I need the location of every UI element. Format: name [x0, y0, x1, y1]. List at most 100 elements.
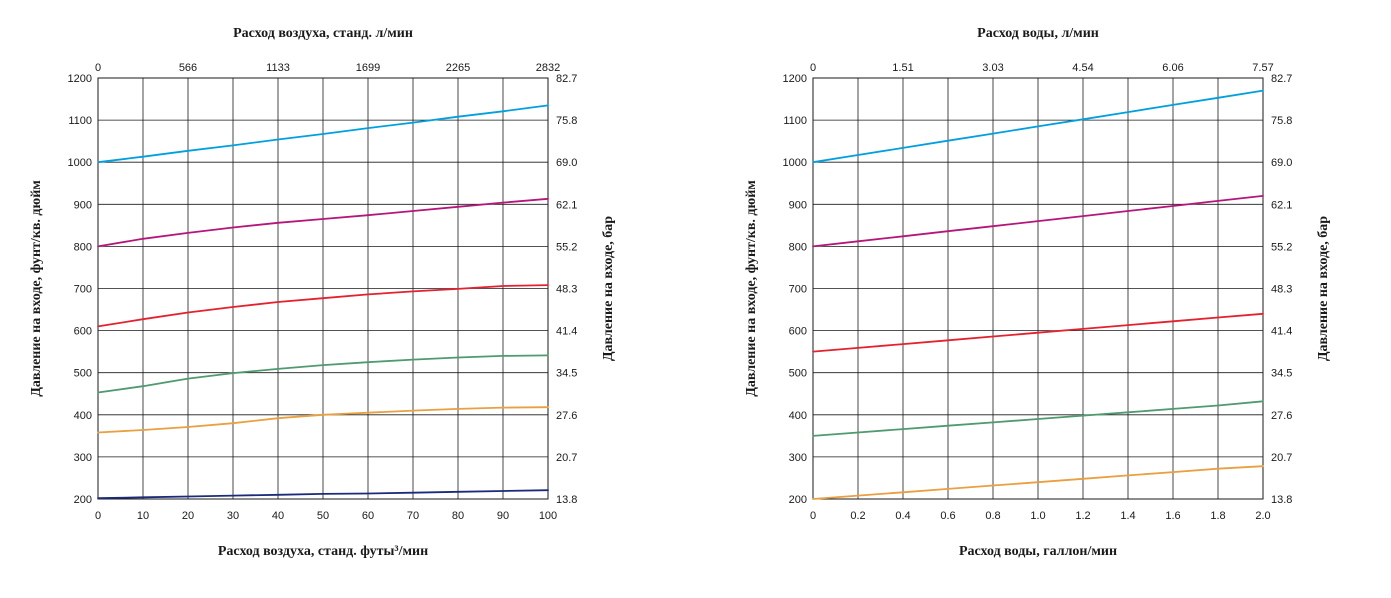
top-axis-title: Расход воздуха, станд. л/мин [233, 26, 413, 41]
series-line-3 [812, 312, 1264, 353]
top-tick-label: 7.57 [1252, 62, 1273, 74]
x-tick-label: 1.4 [1120, 510, 1135, 522]
x-tick-label: 60 [362, 510, 374, 522]
series-line-2 [97, 197, 549, 248]
y2-axis-title: Давление на входе, бар [601, 216, 616, 361]
series-line-2 [812, 194, 1264, 248]
top-tick-label: 1133 [266, 62, 290, 74]
x-tick-label: 1.0 [1030, 510, 1045, 522]
air-flow-chart-svg: 0 10 20 30 40 50 60 70 80 90 1000 566 1133 1699 2265 28… [29, 26, 616, 559]
x-tick-label: 20 [182, 510, 194, 522]
y2-tick-label: 41.4 [556, 326, 577, 338]
y-tick-label: 900 [789, 199, 807, 211]
air-flow-chart: 0 10 20 30 40 50 60 70 80 90 100 0 566 1133 1699 2265 28… [0, 0, 640, 598]
y-tick-label: 400 [74, 410, 92, 422]
y2-tick-label: 20.7 [556, 452, 577, 464]
y2-tick-label: 48.3 [556, 284, 577, 296]
y-tick-label: 200 [74, 494, 92, 506]
y2-tick-label: 48.3 [1271, 284, 1292, 296]
top-tick-label: 4.54 [1072, 62, 1093, 74]
y-tick-label: 900 [74, 199, 92, 211]
y-tick-label: 500 [74, 368, 92, 380]
top-tick-label: 2265 [446, 62, 470, 74]
top-tick-label: 1699 [356, 62, 380, 74]
y-tick-label: 1000 [783, 157, 807, 169]
y-tick-label: 600 [74, 326, 92, 338]
y2-tick-label: 13.8 [556, 494, 577, 506]
top-tick-label: 1.51 [892, 62, 913, 74]
x-tick-label: 40 [272, 510, 284, 522]
series-line-5 [812, 465, 1264, 500]
series-line-1 [97, 104, 549, 164]
x-tick-label: 1.6 [1165, 510, 1180, 522]
y-tick-label: 1100 [68, 115, 92, 127]
series-line-4 [97, 354, 549, 394]
x-tick-label: 70 [407, 510, 419, 522]
y2-tick-label: 41.4 [1271, 326, 1292, 338]
top-tick-label: 0 [810, 62, 816, 74]
y-tick-label: 700 [74, 284, 92, 296]
series-line-4 [812, 400, 1264, 437]
x-axis-title: Расход воздуха, станд. футы³/мин [218, 544, 428, 559]
top-tick-label: 566 [179, 62, 197, 74]
y2-tick-label: 27.6 [1271, 410, 1292, 422]
y2-tick-label: 34.5 [556, 368, 577, 380]
y-tick-label: 1100 [783, 115, 807, 127]
y2-tick-label: 82.7 [1271, 73, 1292, 85]
x-tick-label: 0.6 [940, 510, 955, 522]
y2-tick-label: 20.7 [1271, 452, 1292, 464]
y-axis-title: Давление на входе, фунт/кв. дюйм [744, 180, 759, 397]
y-tick-label: 1200 [783, 73, 807, 85]
y2-tick-label: 62.1 [556, 199, 577, 211]
top-axis-title: Расход воды, л/мин [977, 26, 1099, 41]
x-tick-label: 0.4 [895, 510, 910, 522]
x-tick-label: 0 [95, 510, 101, 522]
x-tick-label: 1.8 [1210, 510, 1225, 522]
y2-tick-label: 75.8 [1271, 115, 1292, 127]
water-flow-chart-svg: 0 0.2 0.4 0.6 0.8 1.0 1.2 1.4 1.6 1.8 2.0 0 1.51 3.03… [744, 26, 1331, 559]
x-tick-label: 0.8 [985, 510, 1000, 522]
y2-tick-label: 69.0 [556, 157, 577, 169]
x-tick-label: 80 [452, 510, 464, 522]
y2-tick-label: 13.8 [1271, 494, 1292, 506]
y-tick-label: 1000 [68, 157, 92, 169]
y-tick-label: 300 [789, 452, 807, 464]
y-tick-label: 400 [789, 410, 807, 422]
y2-tick-label: 75.8 [556, 115, 577, 127]
top-tick-label: 2832 [536, 62, 560, 74]
x-tick-label: 0.2 [850, 510, 865, 522]
y-tick-label: 1200 [68, 73, 92, 85]
top-tick-label: 3.03 [982, 62, 1003, 74]
y2-axis-title: Давление на входе, бар [1316, 216, 1331, 361]
y2-tick-label: 27.6 [556, 410, 577, 422]
x-tick-label: 10 [137, 510, 149, 522]
y-tick-label: 600 [789, 326, 807, 338]
plot-frame [97, 77, 549, 500]
y2-tick-label: 82.7 [556, 73, 577, 85]
y2-tick-label: 55.2 [556, 241, 577, 253]
series-line-5 [97, 406, 549, 434]
series-line-6 [97, 489, 549, 500]
plot-frame [812, 77, 1264, 500]
series-line-1 [812, 89, 1264, 164]
x-tick-label: 30 [227, 510, 239, 522]
y2-tick-label: 55.2 [1271, 241, 1292, 253]
x-tick-label: 1.2 [1075, 510, 1090, 522]
y-tick-label: 300 [74, 452, 92, 464]
y-tick-label: 700 [789, 284, 807, 296]
y-tick-label: 800 [74, 241, 92, 253]
y-tick-label: 500 [789, 368, 807, 380]
x-tick-label: 100 [539, 510, 557, 522]
series-line-3 [97, 284, 549, 328]
y2-tick-label: 69.0 [1271, 157, 1292, 169]
y2-tick-label: 62.1 [1271, 199, 1292, 211]
y-tick-label: 200 [789, 494, 807, 506]
y-axis-title: Давление на входе, фунт/кв. дюйм [29, 180, 44, 397]
y2-tick-label: 34.5 [1271, 368, 1292, 380]
top-tick-label: 6.06 [1162, 62, 1183, 74]
x-tick-label: 2.0 [1255, 510, 1270, 522]
water-flow-chart: 0 0.2 0.4 0.6 0.8 1.0 1.2 1.4 1.6 1.8 2.0 0 1.51 3.03… [715, 0, 1355, 598]
top-tick-label: 0 [95, 62, 101, 74]
x-tick-label: 90 [497, 510, 509, 522]
x-tick-label: 50 [317, 510, 329, 522]
